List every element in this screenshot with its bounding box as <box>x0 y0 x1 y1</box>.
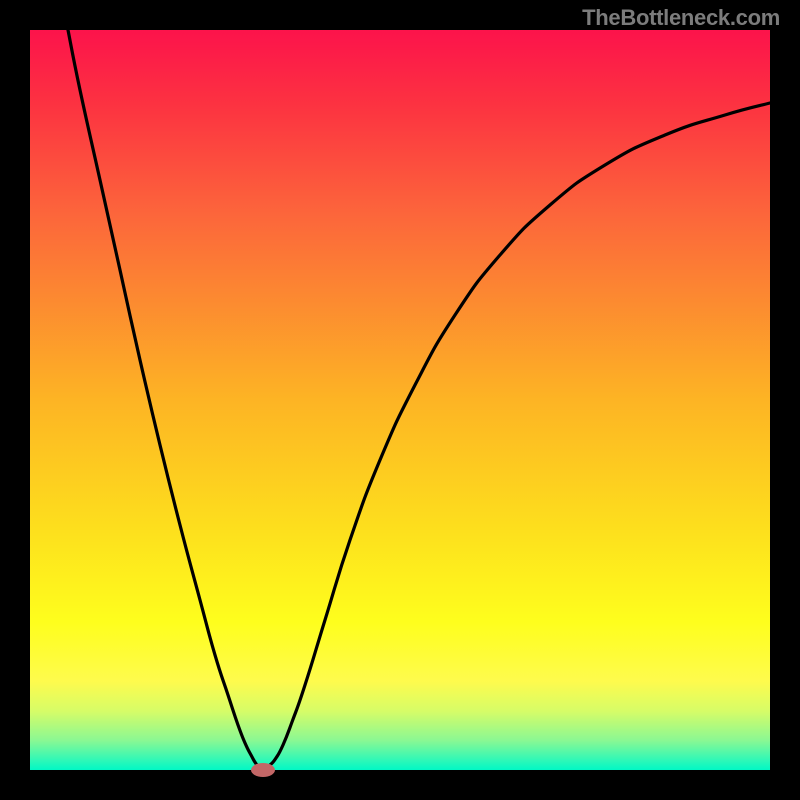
watermark-text: TheBottleneck.com <box>582 5 780 31</box>
bottleneck-curve <box>30 30 770 770</box>
chart-canvas: TheBottleneck.com <box>0 0 800 800</box>
curve-path <box>68 30 770 770</box>
plot-area <box>30 30 770 770</box>
minimum-marker <box>251 763 275 777</box>
